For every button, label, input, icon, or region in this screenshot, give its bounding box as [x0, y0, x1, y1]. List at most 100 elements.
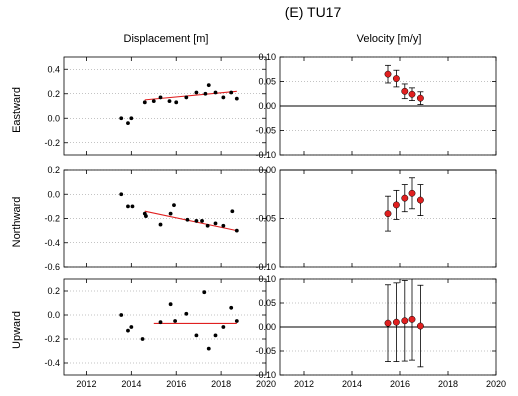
figure-title: (E) TU17 — [285, 4, 342, 20]
data-point — [140, 337, 145, 341]
trend-line — [144, 210, 237, 232]
eastward-displacement-marks — [119, 83, 239, 126]
y-tick-label: 0.00 — [258, 165, 276, 175]
panel-frame — [63, 278, 267, 376]
x-tick-label: 2016 — [390, 379, 410, 389]
y-tick-label: -0.10 — [255, 370, 276, 380]
velocity-point — [401, 317, 409, 325]
velocity-point — [401, 194, 409, 202]
y-tick-label: 0.0 — [47, 189, 60, 199]
data-point — [221, 325, 226, 329]
data-point — [194, 219, 199, 223]
data-point — [144, 214, 148, 218]
data-point — [151, 99, 156, 103]
y-tick-label: -0.10 — [255, 150, 276, 160]
y-tick-label: 0.10 — [258, 274, 276, 284]
data-point — [172, 203, 176, 208]
x-tick-label: 2014 — [121, 379, 141, 389]
data-point — [129, 325, 134, 329]
panel-frame — [63, 56, 267, 156]
y-tick-label: -0.05 — [255, 346, 276, 356]
data-point — [184, 95, 189, 100]
y-tick-label: -0.2 — [44, 214, 60, 224]
y-tick-label: 0.0 — [47, 310, 60, 320]
displacement-column-title: Displacement [m] — [124, 33, 209, 45]
data-point — [126, 204, 130, 209]
velocity-point — [416, 322, 424, 330]
eastward-velocity-marks — [384, 64, 424, 105]
velocity-point — [384, 70, 392, 78]
data-point — [203, 91, 208, 96]
northward-displacement-panel: -0.6 -0.4 -0.2 0.0 0.2 — [44, 165, 267, 272]
data-point — [142, 100, 147, 105]
data-point — [229, 305, 234, 310]
data-point — [221, 95, 226, 100]
eastward-row-label: Eastward — [11, 87, 23, 133]
data-point — [213, 90, 218, 95]
x-tick-label: 2020 — [486, 379, 506, 389]
data-point — [168, 211, 173, 216]
x-tick-label: 2014 — [342, 379, 362, 389]
y-tick-label: 0.05 — [258, 77, 276, 87]
data-point — [234, 96, 239, 101]
y-tick-label: 0.2 — [47, 89, 60, 99]
data-point — [167, 99, 172, 103]
northward-row-label: Northward — [11, 197, 23, 248]
x-tick-label: 2018 — [438, 379, 458, 389]
velocity-point — [416, 94, 424, 102]
northward-velocity-marks — [384, 177, 424, 232]
y-tick-label: 0.00 — [258, 101, 276, 111]
data-point — [213, 333, 218, 338]
velocity-point — [408, 315, 416, 323]
data-point — [119, 116, 124, 121]
data-point — [126, 328, 130, 333]
velocity-point — [408, 90, 416, 98]
y-tick-label: 0.10 — [258, 52, 276, 62]
data-point — [119, 313, 124, 317]
y-tick-label: 0.05 — [258, 298, 276, 308]
y-tick-label: -0.05 — [255, 126, 276, 136]
data-point — [119, 192, 124, 197]
y-tick-label: -0.4 — [44, 358, 60, 368]
data-point — [221, 223, 226, 228]
x-tick-label: 2016 — [166, 379, 186, 389]
x-tick-label: 2012 — [294, 379, 314, 389]
data-point — [206, 346, 211, 351]
data-point — [158, 222, 163, 227]
y-tick-label: -0.2 — [44, 334, 60, 344]
upward-velocity-marks — [384, 279, 424, 368]
data-point — [234, 319, 239, 323]
velocity-point — [392, 318, 400, 326]
northward-velocity-panel: -0.10 -0.05 0.00 — [255, 165, 497, 272]
x-tick-label: 2018 — [211, 379, 231, 389]
data-point — [129, 116, 134, 121]
velocity-point — [392, 75, 400, 83]
velocity-point — [416, 196, 424, 204]
upward-velocity-panel: -0.10 -0.05 0.00 0.05 0.10 2012 2014 2016 2018 20… — [255, 274, 506, 389]
data-point — [194, 333, 199, 338]
data-point — [174, 100, 179, 105]
data-point — [213, 221, 218, 226]
data-point — [229, 90, 234, 95]
y-tick-label: -0.10 — [255, 262, 276, 272]
y-tick-label: -0.6 — [44, 262, 60, 272]
data-point — [173, 319, 178, 323]
data-point — [168, 302, 173, 307]
data-point — [230, 209, 235, 214]
data-point — [194, 90, 199, 95]
x-tick-label: 2012 — [76, 379, 96, 389]
velocity-point — [392, 201, 400, 209]
data-point — [234, 228, 239, 233]
data-point — [200, 219, 204, 223]
data-point — [158, 95, 163, 100]
velocity-point — [384, 319, 392, 327]
velocity-point — [384, 210, 392, 218]
y-tick-label: 0.2 — [47, 286, 60, 296]
eastward-velocity-panel: -0.10 -0.05 0.00 0.05 0.10 — [255, 52, 497, 160]
northward-displacement-marks — [119, 192, 239, 233]
velocity-point — [401, 87, 409, 95]
velocity-point — [408, 189, 416, 197]
y-tick-label: -0.05 — [255, 214, 276, 224]
data-point — [158, 320, 163, 325]
